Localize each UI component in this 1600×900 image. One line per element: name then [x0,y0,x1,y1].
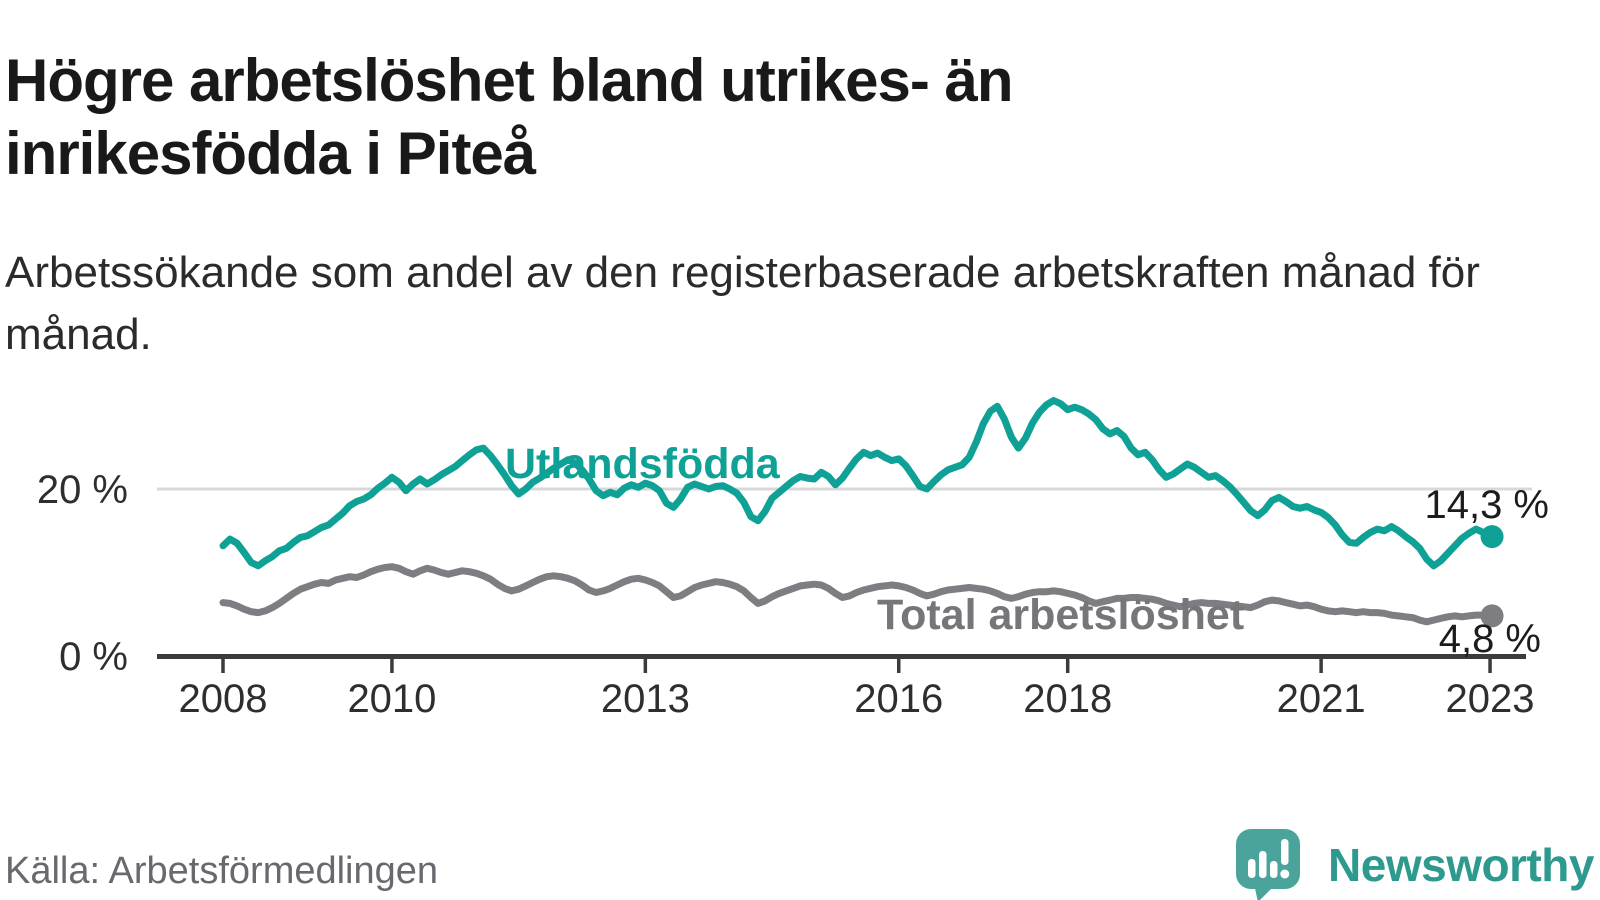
chart-subtitle: Arbetssökande som andel av den registerb… [5,248,1480,359]
x-tick-label-2016: 2016 [854,677,943,721]
newsworthy-bubble-icon [1236,829,1301,900]
page-title: Högre arbetslöshet bland utrikes- än inr… [5,47,1014,188]
series-label-total-arbetsl-shet: Total arbetslöshet [877,591,1244,639]
end-value-label-total-arbetsl-shet: 4,8 % [1439,617,1541,661]
end-value-label-utlandsf-dda: 14,3 % [1424,483,1549,527]
series-line-utlandsf-dda [219,397,1494,570]
end-dot-utlandsf-dda [1480,525,1504,549]
end-dot-total-arbetsl-shet [1480,604,1504,628]
newsworthy-logo: Newsworthy [1224,828,1594,900]
y-tick-label-0: 0 % [59,635,128,679]
x-tick-label-2008: 2008 [179,677,268,721]
x-tick-label-2021: 2021 [1277,677,1366,721]
newsworthy-wordmark: Newsworthy [1328,839,1594,891]
y-tick-label-20: 20 % [37,468,128,512]
x-tick-label-2010: 2010 [347,677,436,721]
x-tick-label-2013: 2013 [601,677,690,721]
x-tick-label-2023: 2023 [1446,677,1535,721]
series-line-total-arbetsl-shet [219,563,1494,626]
source-note: Källa: Arbetsförmedlingen [5,850,439,892]
series-label-utlandsf-dda: Utlandsfödda [505,440,781,488]
x-tick-label-2018: 2018 [1023,677,1112,721]
